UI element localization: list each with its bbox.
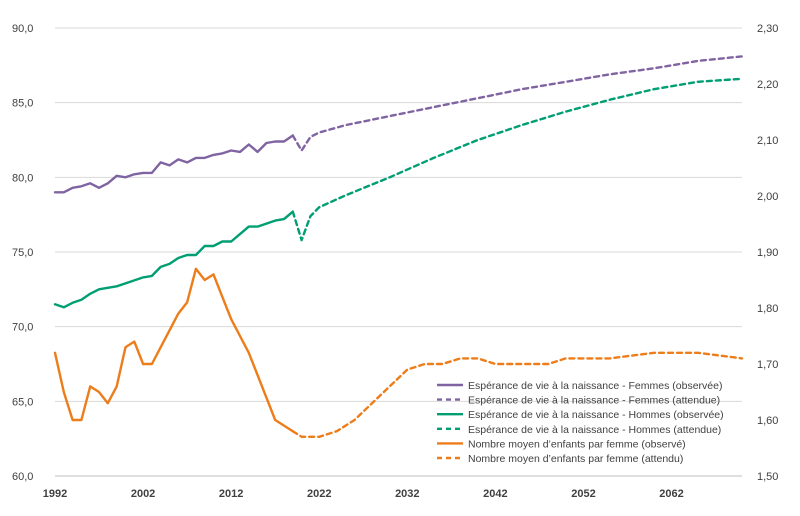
legend-label-0: Espérance de vie à la naissance - Femmes… [468, 380, 722, 392]
series-line-1 [291, 55, 744, 152]
x-tick-label: 2032 [395, 488, 419, 500]
legend-label-2: Espérance de vie à la naissance - Hommes… [468, 409, 724, 421]
legend-label-4: Nombre moyen d’enfants par femme (observ… [468, 438, 686, 450]
series-lines [53, 55, 744, 438]
left-y-tick-label: 65,0 [12, 396, 33, 408]
series-line-5 [291, 351, 744, 438]
x-tick-label: 2052 [571, 488, 595, 500]
series-line-4 [53, 267, 294, 433]
right-y-tick-label: 1,50 [757, 471, 778, 483]
legend: Espérance de vie à la naissance - Femmes… [437, 380, 724, 465]
right-y-tick-label: 2,20 [757, 79, 778, 91]
right-y-tick-label: 2,30 [757, 23, 778, 35]
series-line-2 [53, 210, 294, 309]
right-y-tick-label: 1,90 [757, 247, 778, 259]
x-tick-label: 2012 [219, 488, 243, 500]
left-y-tick-label: 80,0 [12, 172, 33, 184]
left-y-axis: 60,0 65,0 70,0 75,0 80,0 85,0 90,0 [12, 23, 33, 483]
right-y-tick-label: 2,00 [757, 191, 778, 203]
gridlines [55, 27, 742, 477]
x-tick-label: 2062 [659, 488, 683, 500]
x-tick-label: 1992 [43, 488, 67, 500]
x-tick-label: 2022 [307, 488, 331, 500]
left-y-tick-label: 85,0 [12, 98, 33, 110]
x-tick-label: 2002 [131, 488, 155, 500]
series-line-0 [53, 134, 294, 194]
left-y-tick-label: 75,0 [12, 247, 33, 259]
legend-label-5: Nombre moyen d’enfants par femme (attend… [468, 453, 683, 465]
left-y-tick-label: 70,0 [12, 322, 33, 334]
legend-label-1: Espérance de vie à la naissance - Femmes… [468, 395, 720, 407]
right-y-tick-label: 2,10 [757, 135, 778, 147]
x-axis: 1992 2002 2012 2022 2032 2042 2052 2062 [43, 475, 742, 500]
series-line-3 [291, 77, 744, 242]
right-y-axis: 1,50 1,60 1,70 1,80 1,90 2,00 2,10 2,20 2,30 [757, 23, 778, 483]
right-y-tick-label: 1,60 [757, 415, 778, 427]
left-y-tick-label: 90,0 [12, 23, 33, 35]
left-y-tick-label: 60,0 [12, 471, 33, 483]
x-tick-label: 2042 [483, 488, 507, 500]
right-y-tick-label: 1,80 [757, 303, 778, 315]
right-y-tick-label: 1,70 [757, 359, 778, 371]
legend-label-3: Espérance de vie à la naissance - Hommes… [468, 424, 721, 436]
